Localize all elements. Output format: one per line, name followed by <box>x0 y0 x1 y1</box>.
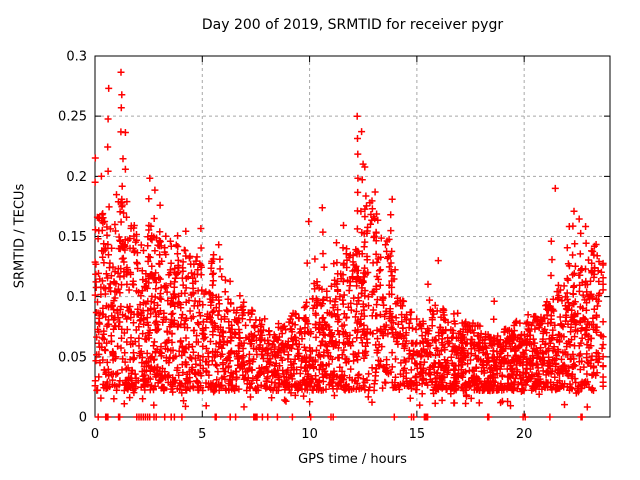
y-tick-label: 0.3 <box>66 50 87 65</box>
data-point-markers <box>91 68 607 421</box>
y-tick-label: 0.05 <box>58 350 87 365</box>
y-tick-label: 0.15 <box>58 230 87 245</box>
x-tick-label: 15 <box>409 427 426 442</box>
x-axis-label: GPS time / hours <box>298 452 407 467</box>
scatter-points <box>91 68 607 421</box>
x-tick-label: 0 <box>91 427 99 442</box>
tick-labels: 0 0.05 0.1 0.15 0.2 0.25 0.3 0 5 10 15 20 <box>58 50 532 443</box>
chart-title: Day 200 of 2019, SRMTID for receiver pyg… <box>201 17 504 33</box>
x-tick-label: 10 <box>301 427 318 442</box>
x-tick-label: 5 <box>198 427 206 442</box>
y-tick-label: 0.2 <box>66 170 87 185</box>
y-tick-label: 0.25 <box>58 110 87 125</box>
y-tick-label: 0.1 <box>66 290 87 305</box>
y-tick-label: 0 <box>79 411 87 426</box>
x-tick-label: 20 <box>516 427 533 442</box>
